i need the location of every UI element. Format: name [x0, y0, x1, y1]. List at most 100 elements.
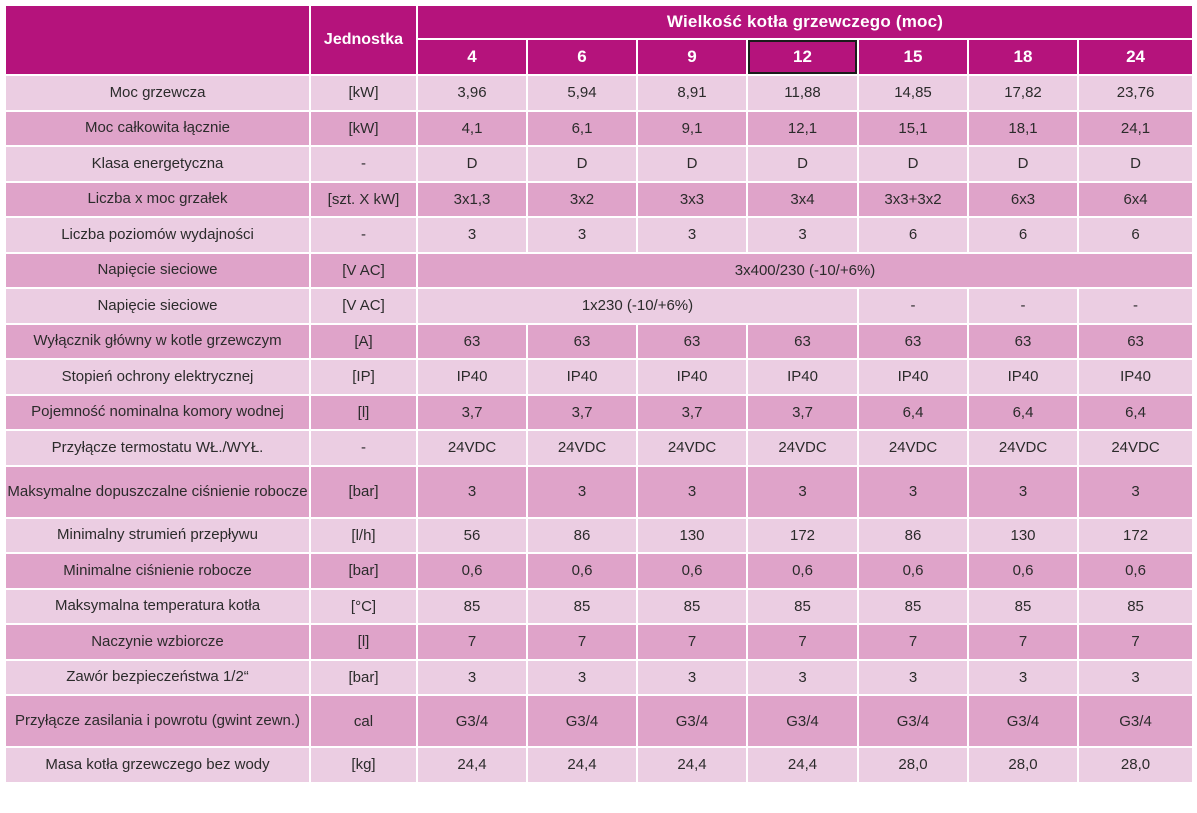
parameter-name-cell: Liczba x moc grzałek	[6, 182, 311, 218]
value-cell: 18,1	[969, 111, 1079, 147]
header-size-24: 24	[1079, 40, 1193, 76]
parameter-name-cell: Napięcie sieciowe	[6, 289, 311, 325]
unit-cell: [kW]	[311, 111, 418, 147]
table-row: Maksymalna temperatura kotła [°C] 85 85 85 85…	[6, 589, 1193, 625]
parameter-name-cell: Zawór bezpieczeństwa 1/2“	[6, 660, 311, 696]
value-cell: 4,1	[418, 111, 528, 147]
table-row: Stopień ochrony elektrycznej [IP] IP40 IP40…	[6, 360, 1193, 396]
value-cell: 24VDC	[638, 431, 748, 467]
table-row: Napięcie sieciowe [V AC] 1x230 (-10/+6%) - -…	[6, 289, 1193, 325]
value-cell: 6	[859, 218, 969, 254]
parameter-name-cell: Maksymalna temperatura kotła	[6, 589, 311, 625]
value-cell: 3	[528, 660, 638, 696]
header-size-18: 18	[969, 40, 1079, 76]
value-cell: 63	[638, 324, 748, 360]
value-cell: 0,6	[1079, 554, 1193, 590]
table-row: Wyłącznik główny w kotle grzewczym [A] 63 6…	[6, 324, 1193, 360]
value-cell: 3	[418, 218, 528, 254]
value-cell: 63	[1079, 324, 1193, 360]
table-body: Moc grzewcza [kW] 3,96 5,94 8,91 11,88 14,85 17…	[6, 76, 1193, 784]
parameter-name-cell: Moc całkowita łącznie	[6, 111, 311, 147]
parameter-name-cell: Wyłącznik główny w kotle grzewczym	[6, 324, 311, 360]
value-cell: 6,4	[969, 395, 1079, 431]
parameter-name-cell: Liczba poziomów wydajności	[6, 218, 311, 254]
unit-cell: [szt. X kW]	[311, 182, 418, 218]
header-size-15: 15	[859, 40, 969, 76]
value-cell: G3/4	[1079, 696, 1193, 748]
value-cell: 3	[418, 660, 528, 696]
value-cell: D	[859, 147, 969, 183]
table-row: Minimalne ciśnienie robocze [bar] 0,6 0,6 0,…	[6, 554, 1193, 590]
header-group-title: Wielkość kotła grzewczego (moc)	[418, 6, 1193, 40]
value-cell: -	[859, 289, 969, 325]
value-cell: 3	[638, 218, 748, 254]
value-cell: 7	[638, 625, 748, 661]
value-cell: 172	[748, 518, 859, 554]
value-cell: 3	[528, 218, 638, 254]
value-cell: 63	[528, 324, 638, 360]
value-cell: 24,4	[528, 748, 638, 784]
value-cell: 3	[748, 466, 859, 519]
value-cell: D	[418, 147, 528, 183]
value-cell: 3,7	[528, 395, 638, 431]
table-row: Liczba poziomów wydajności -3 3 3 3 6 6 6	[6, 218, 1193, 254]
header-size-12-selected[interactable]: 12	[748, 40, 859, 76]
value-cell: 11,88	[748, 76, 859, 112]
unit-cell: [A]	[311, 324, 418, 360]
value-cell: 24,1	[1079, 111, 1193, 147]
value-cell: D	[1079, 147, 1193, 183]
header-unit-cell: Jednostka	[311, 6, 418, 76]
value-cell: 3x3	[638, 182, 748, 218]
value-cell: 85	[1079, 589, 1193, 625]
value-cell: 0,6	[528, 554, 638, 590]
header-size-9: 9	[638, 40, 748, 76]
value-cell: 86	[859, 518, 969, 554]
value-cell: 130	[638, 518, 748, 554]
parameter-name-cell: Klasa energetyczna	[6, 147, 311, 183]
value-cell: 14,85	[859, 76, 969, 112]
parameter-name-cell: Minimalny strumień przepływu	[6, 518, 311, 554]
unit-cell: [V AC]	[311, 289, 418, 325]
value-cell: 3,7	[748, 395, 859, 431]
value-cell: 3	[1079, 466, 1193, 519]
value-cell: IP40	[528, 360, 638, 396]
value-cell: 3	[969, 466, 1079, 519]
value-cell: 3	[418, 466, 528, 519]
table-row: Moc grzewcza [kW] 3,96 5,94 8,91 11,88 14,85 17…	[6, 76, 1193, 112]
value-cell: 0,6	[638, 554, 748, 590]
value-cell: IP40	[418, 360, 528, 396]
value-cell: 85	[418, 589, 528, 625]
value-cell: 6	[1079, 218, 1193, 254]
value-cell: 6,4	[1079, 395, 1193, 431]
value-cell: G3/4	[859, 696, 969, 748]
parameter-name-cell: Moc grzewcza	[6, 76, 311, 112]
value-cell: -	[1079, 289, 1193, 325]
parameter-name-cell: Stopień ochrony elektrycznej	[6, 360, 311, 396]
merged-value-cell: 1x230 (-10/+6%)	[418, 289, 859, 325]
value-cell: D	[528, 147, 638, 183]
value-cell: 24VDC	[859, 431, 969, 467]
value-cell: 3x1,3	[418, 182, 528, 218]
value-cell: 3	[859, 466, 969, 519]
table-row: Masa kotła grzewczego bez wody [kg] 24,4 24…	[6, 748, 1193, 784]
unit-cell: [kW]	[311, 76, 418, 112]
value-cell: 3	[638, 660, 748, 696]
value-cell: 7	[859, 625, 969, 661]
value-cell: 24VDC	[748, 431, 859, 467]
value-cell: 7	[969, 625, 1079, 661]
parameter-name-cell: Przyłącze termostatu WŁ./WYŁ.	[6, 431, 311, 467]
value-cell: 6,1	[528, 111, 638, 147]
unit-cell: -	[311, 218, 418, 254]
unit-cell: [IP]	[311, 360, 418, 396]
parameter-name-cell: Naczynie wzbiorcze	[6, 625, 311, 661]
value-cell: D	[969, 147, 1079, 183]
value-cell: 12,1	[748, 111, 859, 147]
unit-cell: [bar]	[311, 554, 418, 590]
value-cell: 24VDC	[1079, 431, 1193, 467]
value-cell: 7	[528, 625, 638, 661]
value-cell: 85	[859, 589, 969, 625]
table-row: Maksymalne dopuszczalne ciśnienie robocz…	[6, 466, 1193, 519]
parameter-name-cell: Minimalne ciśnienie robocze	[6, 554, 311, 590]
value-cell: 63	[418, 324, 528, 360]
table-row: Napięcie sieciowe [V AC] 3x400/230 (-10/+6…	[6, 253, 1193, 289]
